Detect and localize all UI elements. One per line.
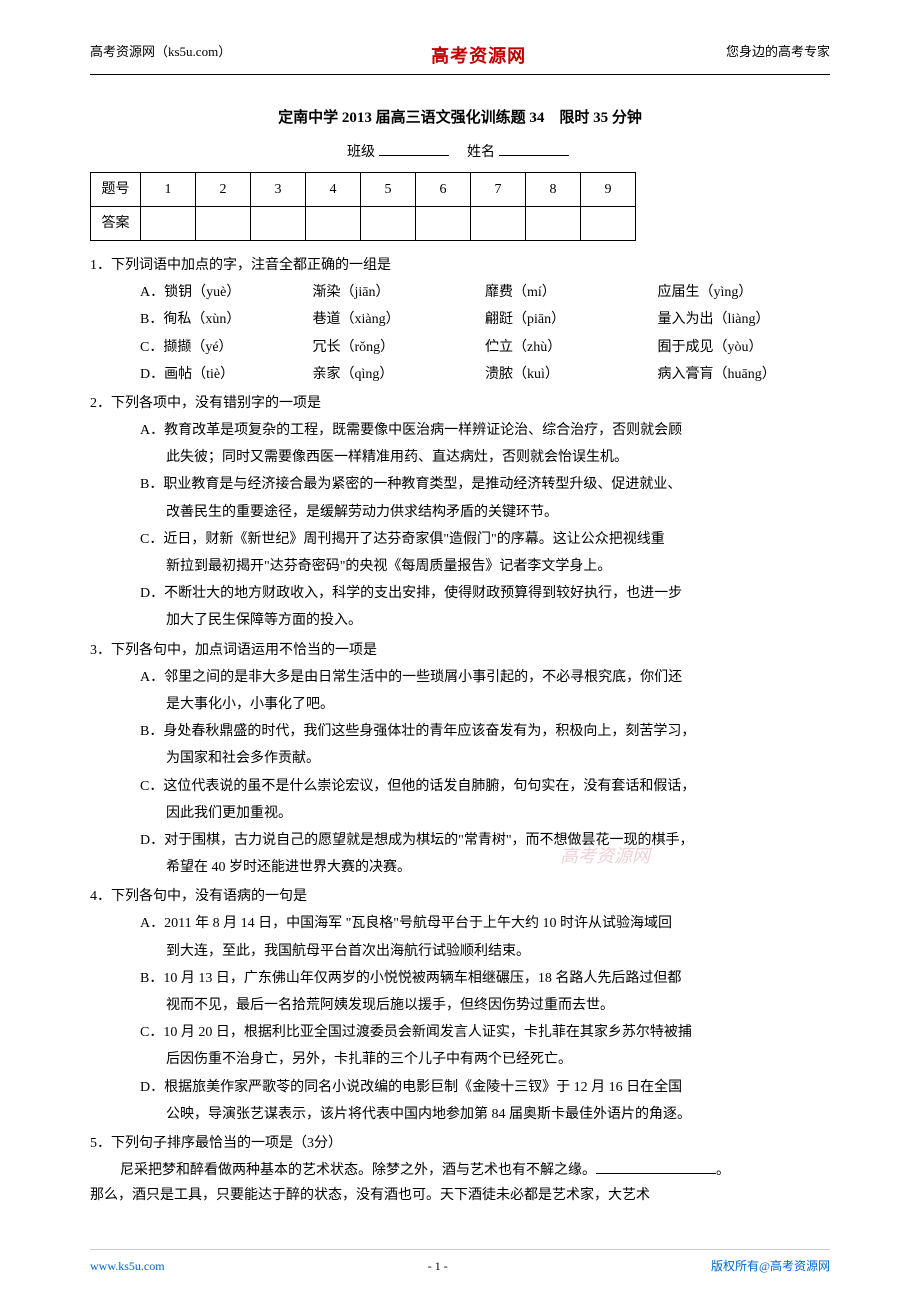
exam-title: 定南中学 2013 届高三语文强化训练题 34 限时 35 分钟 bbox=[90, 105, 830, 132]
answer-cell bbox=[196, 206, 251, 240]
col-num: 2 bbox=[196, 172, 251, 206]
answer-cell bbox=[361, 206, 416, 240]
answer-cell bbox=[416, 206, 471, 240]
option-col: 亲家（qìng） bbox=[313, 362, 486, 387]
option-col: 量入为出（liàng） bbox=[658, 307, 831, 332]
class-label: 班级 bbox=[347, 145, 375, 160]
option-col: 翩跹（piān） bbox=[485, 307, 658, 332]
option-a: A．锁钥（yuè） 渐染（jiān） 靡费（mí） 应届生（yìng） bbox=[140, 280, 830, 305]
option-c: C．近日，财新《新世纪》周刊揭开了达芬奇家俱"造假门"的序幕。这让公众把视线重 bbox=[140, 527, 830, 552]
answer-cell bbox=[526, 206, 581, 240]
option-c: C．10 月 20 日，根据利比亚全国过渡委员会新闻发言人证实，卡扎菲在其家乡苏… bbox=[140, 1020, 830, 1045]
answer-table: 题号 1 2 3 4 5 6 7 8 9 答案 bbox=[90, 172, 636, 241]
col-num: 6 bbox=[416, 172, 471, 206]
option-col: 伫立（zhù） bbox=[485, 335, 658, 360]
option-col: 病入膏肓（huāng） bbox=[658, 362, 831, 387]
row-label: 答案 bbox=[91, 206, 141, 240]
option-d-cont: 希望在 40 岁时还能进世界大赛的决赛。 bbox=[166, 855, 830, 880]
answer-cell bbox=[471, 206, 526, 240]
option-a-cont: 此失彼；同时又需要像西医一样精准用药、直达病灶，否则就会怡误生机。 bbox=[166, 445, 830, 470]
footer-page-num: - 1 - bbox=[428, 1256, 448, 1278]
col-num: 5 bbox=[361, 172, 416, 206]
question-2: 2．下列各项中，没有错别字的一项是 A．教育改革是项复杂的工程，既需要像中医治病… bbox=[90, 391, 830, 634]
option-c: C．这位代表说的虽不是什么崇论宏议，但他的话发自肺腑，句句实在，没有套话和假话， bbox=[140, 774, 830, 799]
question-stem: 2．下列各项中，没有错别字的一项是 bbox=[90, 391, 830, 416]
page-footer: www.ks5u.com - 1 - 版权所有@高考资源网 bbox=[90, 1249, 830, 1278]
question-stem: 4．下列各句中，没有语病的一句是 bbox=[90, 884, 830, 909]
option-col: 靡费（mí） bbox=[485, 280, 658, 305]
answer-cell bbox=[141, 206, 196, 240]
name-label: 姓名 bbox=[467, 145, 495, 160]
option-d: D．根据旅美作家严歌苓的同名小说改编的电影巨制《金陵十三钗》于 12 月 16 … bbox=[140, 1075, 830, 1100]
answer-cell bbox=[251, 206, 306, 240]
option-d: D．不断壮大的地方财政收入，科学的支出安排，使得财政预算得到较好执行，也进一步 bbox=[140, 581, 830, 606]
q5-text1: 尼采把梦和醉看做两种基本的艺术状态。除梦之外，酒与艺术也有不解之缘。 bbox=[120, 1163, 596, 1178]
option-d-cont: 公映，导演张艺谋表示，该片将代表中国内地参加第 84 届奥斯卡最佳外语片的角逐。 bbox=[166, 1102, 830, 1127]
option-b: B．职业教育是与经济接合最为紧密的一种教育类型，是推动经济转型升级、促进就业、 bbox=[140, 472, 830, 497]
header-left: 高考资源网（ks5u.com） bbox=[90, 40, 231, 72]
class-info-row: 班级 姓名 bbox=[90, 138, 830, 165]
question-stem: 5．下列句子排序最恰当的一项是（3分） bbox=[90, 1131, 830, 1156]
header-right: 您身边的高考专家 bbox=[726, 40, 830, 72]
option-col: 巷道（xiàng） bbox=[313, 307, 486, 332]
option-col: 囿于成见（yòu） bbox=[658, 335, 831, 360]
option-b: B．10 月 13 日，广东佛山年仅两岁的小悦悦被两辆车相继碾压，18 名路人先… bbox=[140, 966, 830, 991]
option-b: B．徇私（xùn） 巷道（xiàng） 翩跹（piān） 量入为出（liàng） bbox=[140, 307, 830, 332]
col-num: 8 bbox=[526, 172, 581, 206]
table-row: 题号 1 2 3 4 5 6 7 8 9 bbox=[91, 172, 636, 206]
option-b-cont: 改善民生的重要途径，是缓解劳动力供求结构矛盾的关键环节。 bbox=[166, 500, 830, 525]
option-a: A．邻里之间的是非大多是由日常生活中的一些琐屑小事引起的，不必寻根究底，你们还 bbox=[140, 665, 830, 690]
question-4: 4．下列各句中，没有语病的一句是 A．2011 年 8 月 14 日，中国海军 … bbox=[90, 884, 830, 1127]
question-5: 5．下列句子排序最恰当的一项是（3分） 尼采把梦和醉看做两种基本的艺术状态。除梦… bbox=[90, 1131, 830, 1209]
option-col: A．锁钥（yuè） bbox=[140, 280, 313, 305]
name-blank bbox=[499, 138, 569, 156]
option-b: B．身处春秋鼎盛的时代，我们这些身强体壮的青年应该奋发有为，积极向上，刻苦学习， bbox=[140, 719, 830, 744]
fill-blank bbox=[596, 1158, 716, 1174]
option-d: D．画帖（tiè） 亲家（qìng） 溃脓（kuì） 病入膏肓（huāng） bbox=[140, 362, 830, 387]
option-b-cont: 视而不见，最后一名拾荒阿姨发现后施以援手，但终因伤势过重而去世。 bbox=[166, 993, 830, 1018]
row-label: 题号 bbox=[91, 172, 141, 206]
q5-line1: 尼采把梦和醉看做两种基本的艺术状态。除梦之外，酒与艺术也有不解之缘。。 bbox=[120, 1158, 830, 1183]
option-c-cont: 后因伤重不治身亡，另外，卡扎菲的三个儿子中有两个已经死亡。 bbox=[166, 1047, 830, 1072]
option-a: A．2011 年 8 月 14 日，中国海军 "瓦良格"号航母平台于上午大约 1… bbox=[140, 911, 830, 936]
question-1: 1．下列词语中加点的字，注音全都正确的一组是 A．锁钥（yuè） 渐染（jiān… bbox=[90, 253, 830, 387]
option-c-cont: 因此我们更加重视。 bbox=[166, 801, 830, 826]
option-d-cont: 加大了民生保障等方面的投入。 bbox=[166, 608, 830, 633]
option-col: C．撷撷（yé） bbox=[140, 335, 313, 360]
option-col: D．画帖（tiè） bbox=[140, 362, 313, 387]
option-d: D．对于围棋，古力说自己的愿望就是想成为棋坛的"常青树"，而不想做昙花一现的棋手… bbox=[140, 828, 830, 853]
col-num: 9 bbox=[581, 172, 636, 206]
option-a-cont: 到大连，至此，我国航母平台首次出海航行试验顺利结束。 bbox=[166, 939, 830, 964]
option-a: A．教育改革是项复杂的工程，既需要像中医治病一样辨证论治、综合治疗，否则就会顾 bbox=[140, 418, 830, 443]
question-stem: 3．下列各句中，加点词语运用不恰当的一项是 bbox=[90, 638, 830, 663]
col-num: 3 bbox=[251, 172, 306, 206]
option-col: 应届生（yìng） bbox=[658, 280, 831, 305]
answer-cell bbox=[306, 206, 361, 240]
header-center: 高考资源网 bbox=[431, 40, 526, 72]
q5-line2: 那么，酒只是工具，只要能达于醉的状态，没有酒也可。天下酒徒未必都是艺术家，大艺术 bbox=[90, 1183, 830, 1208]
col-num: 1 bbox=[141, 172, 196, 206]
footer-right: 版权所有@高考资源网 bbox=[711, 1256, 830, 1278]
answer-cell bbox=[581, 206, 636, 240]
question-3: 3．下列各句中，加点词语运用不恰当的一项是 A．邻里之间的是非大多是由日常生活中… bbox=[90, 638, 830, 881]
option-col: B．徇私（xùn） bbox=[140, 307, 313, 332]
option-col: 冗长（rǒng） bbox=[313, 335, 486, 360]
table-row: 答案 bbox=[91, 206, 636, 240]
col-num: 4 bbox=[306, 172, 361, 206]
option-c: C．撷撷（yé） 冗长（rǒng） 伫立（zhù） 囿于成见（yòu） bbox=[140, 335, 830, 360]
class-blank bbox=[379, 138, 449, 156]
option-c-cont: 新拉到最初揭开"达芬奇密码"的央视《每周质量报告》记者李文学身上。 bbox=[166, 554, 830, 579]
footer-left: www.ks5u.com bbox=[90, 1256, 165, 1278]
question-stem: 1．下列词语中加点的字，注音全都正确的一组是 bbox=[90, 253, 830, 278]
option-col: 渐染（jiān） bbox=[313, 280, 486, 305]
option-a-cont: 是大事化小，小事化了吧。 bbox=[166, 692, 830, 717]
page-header: 高考资源网（ks5u.com） 高考资源网 您身边的高考专家 bbox=[90, 40, 830, 75]
option-b-cont: 为国家和社会多作贡献。 bbox=[166, 746, 830, 771]
option-col: 溃脓（kuì） bbox=[485, 362, 658, 387]
col-num: 7 bbox=[471, 172, 526, 206]
